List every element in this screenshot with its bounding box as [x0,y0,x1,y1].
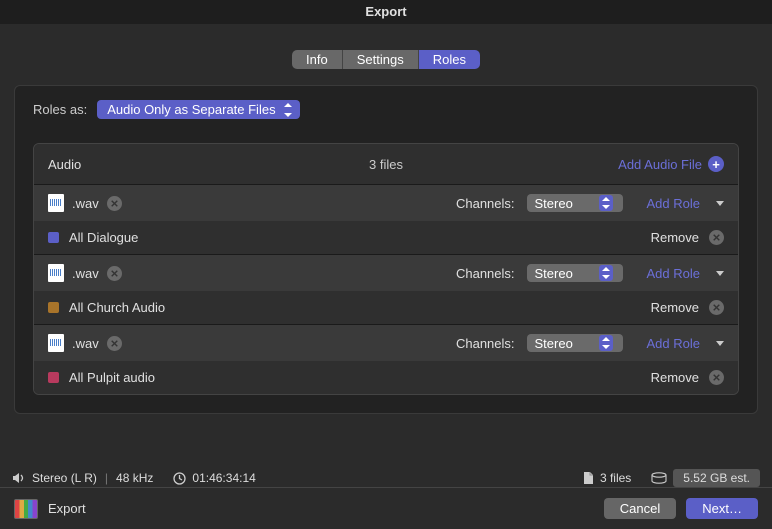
plus-circle-icon: + [708,156,724,172]
channels-value: Stereo [535,266,573,281]
clear-file-button[interactable] [107,196,122,211]
status-sample-rate: 48 kHz [116,471,153,485]
role-name: All Pulpit audio [69,370,155,385]
file-block: .wav Channels: Stereo Add Role All Ch [34,254,738,324]
role-name: All Dialogue [69,230,138,245]
remove-role-icon[interactable] [709,300,724,315]
updown-arrows-icon [599,195,613,211]
cancel-button[interactable]: Cancel [604,498,676,519]
role-color-chip [48,232,59,243]
role-name: All Church Audio [69,300,165,315]
role-color-chip [48,302,59,313]
roles-as-dropdown[interactable]: Audio Only as Separate Files [97,100,299,119]
tab-info[interactable]: Info [292,50,343,69]
roles-as-value: Audio Only as Separate Files [107,102,275,117]
file-row: .wav Channels: Stereo Add Role [34,185,738,221]
file-block: .wav Channels: Stereo Add Role All Di [34,184,738,254]
channels-value: Stereo [535,196,573,211]
roles-as-label: Roles as: [33,102,87,117]
roles-panel: Roles as: Audio Only as Separate Files A… [14,85,758,414]
window-titlebar: Export [0,0,772,24]
file-extension: .wav [72,336,99,351]
chevron-down-icon[interactable] [716,271,724,276]
file-block: .wav Channels: Stereo Add Role All Pu [34,324,738,394]
clock-icon [173,472,186,485]
channels-label: Channels: [456,336,515,351]
file-extension: .wav [72,196,99,211]
status-size-estimate: 5.52 GB est. [673,469,760,487]
add-role-button[interactable]: Add Role [647,266,700,281]
remove-role-button[interactable]: Remove [651,370,699,385]
separator: | [105,471,108,485]
x-icon [111,340,118,347]
file-row: .wav Channels: Stereo Add Role [34,255,738,291]
channels-select[interactable]: Stereo [527,334,623,352]
x-icon [111,270,118,277]
remove-role-icon[interactable] [709,370,724,385]
add-role-button[interactable]: Add Role [647,336,700,351]
wav-file-icon [48,194,64,212]
add-audio-file-label: Add Audio File [618,157,702,172]
speaker-icon [12,472,26,484]
updown-arrows-icon [599,265,613,281]
next-button[interactable]: Next… [686,498,758,519]
storage-icon [651,472,667,484]
add-audio-file-button[interactable]: Add Audio File + [618,156,724,172]
chevron-down-icon[interactable] [716,201,724,206]
status-bar: Stereo (L R) | 48 kHz 01:46:34:14 3 file… [12,469,760,487]
remove-role-icon[interactable] [709,230,724,245]
audio-group-title: Audio [48,157,81,172]
wav-file-icon [48,334,64,352]
x-icon [713,234,720,241]
x-icon [713,374,720,381]
role-row: All Pulpit audio Remove [34,361,738,394]
status-file-count: 3 files [600,471,631,485]
updown-arrows-icon [282,103,294,117]
tab-roles[interactable]: Roles [419,50,480,69]
x-icon [111,200,118,207]
channels-value: Stereo [535,336,573,351]
file-extension: .wav [72,266,99,281]
chevron-down-icon[interactable] [716,341,724,346]
add-role-button[interactable]: Add Role [647,196,700,211]
role-row: All Dialogue Remove [34,221,738,254]
status-audio-format: Stereo (L R) [32,471,97,485]
status-duration: 01:46:34:14 [192,471,255,485]
file-row: .wav Channels: Stereo Add Role [34,325,738,361]
channels-select[interactable]: Stereo [527,194,623,212]
audio-file-count: 3 files [369,157,403,172]
app-icon [14,499,38,519]
footer-title: Export [48,501,86,516]
wav-file-icon [48,264,64,282]
clear-file-button[interactable] [107,266,122,281]
role-row: All Church Audio Remove [34,291,738,324]
updown-arrows-icon [599,335,613,351]
x-icon [713,304,720,311]
remove-role-button[interactable]: Remove [651,230,699,245]
audio-group: Audio 3 files Add Audio File + .wav [33,143,739,395]
role-color-chip [48,372,59,383]
channels-select[interactable]: Stereo [527,264,623,282]
document-icon [582,471,594,485]
remove-role-button[interactable]: Remove [651,300,699,315]
channels-label: Channels: [456,196,515,211]
window-title: Export [365,4,406,19]
channels-label: Channels: [456,266,515,281]
tab-bar: Info Settings Roles [14,50,758,69]
clear-file-button[interactable] [107,336,122,351]
tab-settings[interactable]: Settings [343,50,419,69]
footer: Export Cancel Next… [0,487,772,529]
